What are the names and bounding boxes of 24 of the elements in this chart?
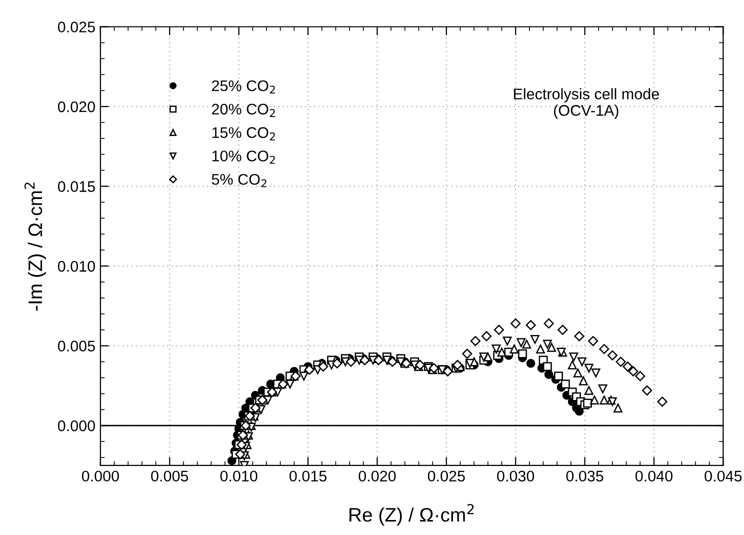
y-tick-label: 0.020 <box>58 101 95 112</box>
x-axis-title: Re (Z) / Ω·cm$^{2}$ <box>350 504 474 526</box>
x-tick-label: 0.025 <box>428 470 465 482</box>
x-tick-label: 0.035 <box>566 470 604 482</box>
x-tick-label: 0.030 <box>497 470 534 482</box>
legend-label: 5% CO$_{2}$ <box>212 174 266 188</box>
x-tick-label: 0.005 <box>151 470 188 482</box>
x-tick-label: 0.045 <box>704 470 742 482</box>
annotation: Electrolysis cell mode (OCV-1A) <box>514 88 659 119</box>
legend-label: 25% CO$_{2}$ <box>212 80 275 94</box>
y-tick-label: 0.010 <box>58 260 95 272</box>
x-tick-label: 0.010 <box>220 470 258 482</box>
legend-label: 15% CO$_{2}$ <box>212 127 275 140</box>
x-tick-label: 0.015 <box>290 470 326 482</box>
y-axis-title: -Im (Z) / Ω·cm$^{2}$ <box>24 182 46 311</box>
legend-label: 10% CO$_{2}$ <box>212 150 275 164</box>
x-tick-label: 0.000 <box>82 470 119 482</box>
y-tick-label: 0.025 <box>58 22 95 32</box>
y-tick-label: 0.000 <box>58 420 95 432</box>
x-tick-label: 0.040 <box>635 470 672 482</box>
x-tick-label: 0.020 <box>358 470 396 482</box>
legend-label: 20% CO$_{2}$ <box>212 104 275 117</box>
y-tick-label: 0.005 <box>58 340 95 352</box>
y-tick-label: 0.015 <box>58 181 95 192</box>
